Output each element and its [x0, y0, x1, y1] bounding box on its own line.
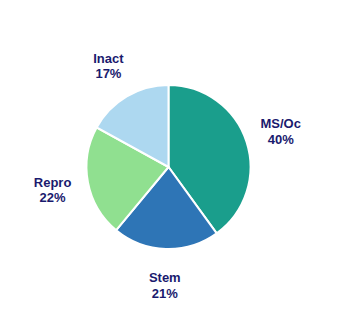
svg-text:Stem21%: Stem21%	[149, 270, 181, 301]
svg-text:Repro22%: Repro22%	[34, 175, 72, 206]
svg-text:MS/Oc40%: MS/Oc40%	[260, 116, 300, 147]
svg-text:Inact17%: Inact17%	[93, 51, 124, 82]
